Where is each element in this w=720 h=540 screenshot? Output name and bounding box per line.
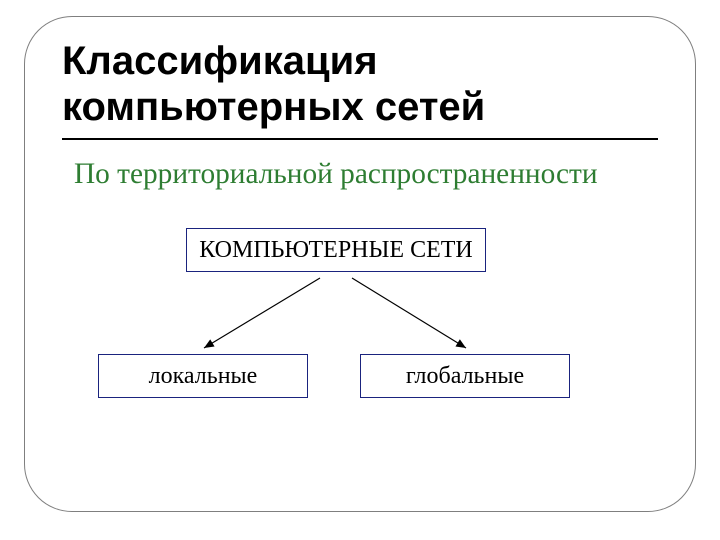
tree-edges <box>0 0 720 540</box>
